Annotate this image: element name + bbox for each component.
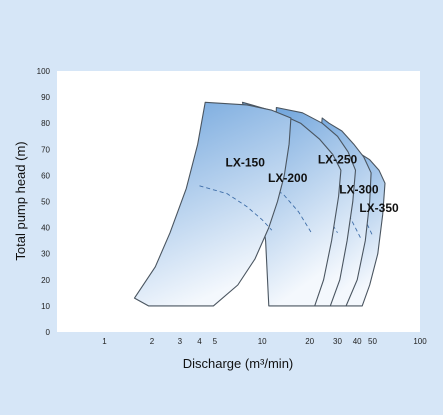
y-tick-label: 80 [41, 119, 50, 128]
x-tick-label: 50 [368, 337, 377, 346]
x-tick-label: 1 [102, 337, 107, 346]
area-lx-150 [133, 101, 292, 307]
y-tick-label: 100 [37, 67, 51, 76]
x-tick-label: 30 [333, 337, 342, 346]
x-tick-label: 5 [213, 337, 218, 346]
x-axis-title: Discharge (m³/min) [183, 356, 294, 371]
efficiency-line-lx-150 [199, 185, 273, 231]
x-tick-label: 10 [258, 337, 267, 346]
y-tick-label: 10 [41, 302, 50, 311]
y-axis-ticks: 0 10 20 30 40 50 60 70 80 90 100 [37, 67, 51, 337]
x-tick-label: 40 [353, 337, 362, 346]
efficiency-line-lx-200 [258, 182, 312, 234]
y-tick-label: 0 [46, 328, 51, 337]
y-tick-label: 20 [41, 276, 50, 285]
x-tick-label: 20 [305, 337, 314, 346]
x-tick-label: 100 [413, 337, 427, 346]
x-tick-label: 4 [197, 337, 202, 346]
y-tick-label: 50 [41, 198, 50, 207]
y-tick-label: 70 [41, 145, 50, 154]
x-tick-label: 2 [150, 337, 155, 346]
x-tick-label: 3 [178, 337, 183, 346]
y-tick-label: 60 [41, 171, 50, 180]
series-label-lx-300: LX-300 [339, 183, 379, 197]
series-label-lx-150: LX-150 [226, 155, 266, 169]
series-label-lx-200: LX-200 [268, 171, 308, 185]
series-label-lx-250: LX-250 [318, 153, 358, 167]
y-tick-label: 30 [41, 250, 50, 259]
y-tick-label: 40 [41, 224, 50, 233]
y-tick-label: 90 [41, 93, 50, 102]
series-label-lx-350: LX-350 [359, 201, 399, 215]
y-axis-title: Total pump head (m) [13, 141, 28, 260]
series-areas [133, 101, 386, 307]
x-axis-ticks: 1 2 3 4 5 10 20 30 40 50 100 [102, 337, 427, 346]
